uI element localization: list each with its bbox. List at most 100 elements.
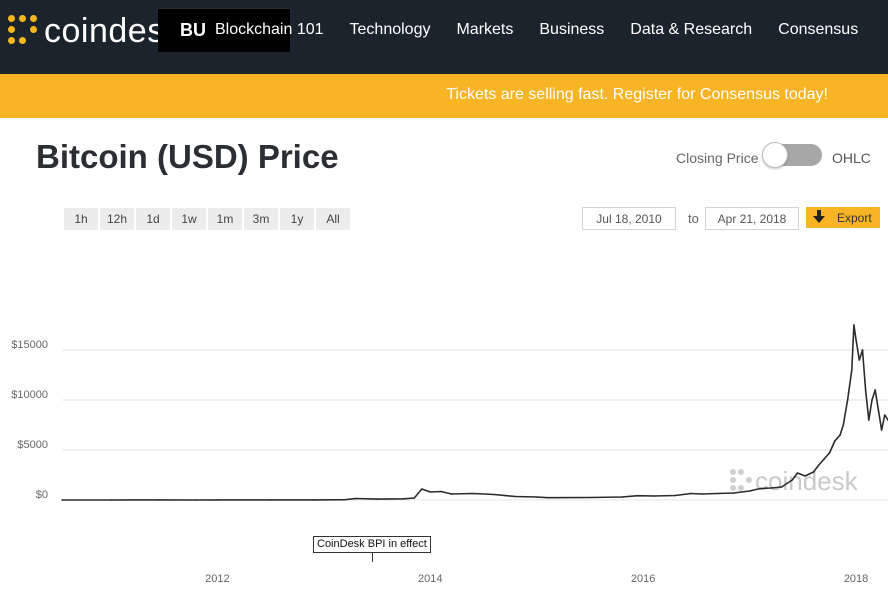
price-point <box>770 487 772 489</box>
nav-item-data-research[interactable]: Data & Research <box>630 21 753 38</box>
range-3m-button[interactable]: 3m <box>244 208 278 230</box>
export-button[interactable]: Export <box>806 207 880 228</box>
price-point <box>884 414 886 416</box>
site-logo[interactable]: coindes <box>0 0 164 74</box>
chart-mode-toggle[interactable] <box>762 142 822 168</box>
price-line <box>62 324 888 501</box>
price-point <box>674 494 676 497</box>
coindesk-watermark: coindesk <box>730 466 859 496</box>
logo-text: coindes <box>44 12 165 50</box>
promo-banner: Tickets are selling fast. Register for C… <box>0 74 888 118</box>
start-date-input[interactable] <box>582 207 676 230</box>
price-point <box>864 389 867 391</box>
range-all-button[interactable]: All <box>316 208 350 230</box>
price-point <box>759 487 762 490</box>
x-tick-label: 2012 <box>205 573 229 585</box>
nav-item-partial-label: BU <box>180 20 206 40</box>
nav-items: Blockchain 101 Technology Markets Busine… <box>215 0 884 60</box>
price-point <box>621 496 623 498</box>
price-point <box>796 472 799 474</box>
top-navigation: coindes BU Blockchain 101 Technology Mar… <box>0 0 888 74</box>
price-point <box>535 496 538 498</box>
nav-item-consensus[interactable]: Consensus <box>778 21 859 38</box>
price-point <box>61 499 63 501</box>
price-point <box>589 496 591 499</box>
x-tick-label: 2018 <box>844 573 868 585</box>
price-point <box>839 434 841 436</box>
price-point <box>871 399 873 401</box>
price-point <box>858 359 861 361</box>
price-point <box>851 369 853 371</box>
price-point <box>344 498 346 501</box>
x-tick-label: 2014 <box>418 573 442 585</box>
price-point <box>440 490 442 493</box>
date-range-to-label: to <box>688 211 699 226</box>
price-chart[interactable]: $0 $5000 $10000 $15000 2012 2014 2016 2018 coi… <box>0 230 888 589</box>
end-date-input[interactable] <box>705 207 799 230</box>
export-button-label: Export <box>837 211 872 225</box>
y-tick-label: $5000 <box>17 439 48 451</box>
price-point <box>880 429 883 431</box>
price-point <box>493 493 496 496</box>
price-point <box>853 324 855 326</box>
promo-banner-link[interactable]: Tickets are selling fast. Register for C… <box>446 86 828 103</box>
download-arrow-icon <box>813 210 825 223</box>
price-point <box>874 389 876 391</box>
price-point <box>791 479 793 481</box>
price-point <box>269 499 272 501</box>
range-1w-button[interactable]: 1w <box>172 208 206 230</box>
watermark-logo-icon <box>730 469 752 491</box>
price-point <box>700 493 703 495</box>
y-tick-label: $10000 <box>11 389 48 401</box>
x-tick-label: 2016 <box>631 573 655 585</box>
price-point <box>780 486 783 488</box>
price-point <box>110 499 112 501</box>
range-1y-button[interactable]: 1y <box>280 208 314 230</box>
price-point <box>472 492 474 495</box>
nav-item-markets[interactable]: Markets <box>456 21 514 38</box>
price-point <box>402 498 405 500</box>
y-tick-label: $15000 <box>11 339 48 351</box>
price-point <box>842 424 845 426</box>
price-point <box>690 492 692 495</box>
range-1m-button[interactable]: 1m <box>208 208 242 230</box>
price-point <box>868 419 870 421</box>
price-point <box>855 339 857 341</box>
price-point <box>846 399 849 401</box>
price-point <box>818 464 820 466</box>
price-point <box>716 492 719 495</box>
range-12h-button[interactable]: 12h <box>100 208 134 230</box>
price-point <box>823 458 825 460</box>
bpi-annotation-stem <box>372 553 373 562</box>
price-point <box>828 452 831 454</box>
nav-item-partial[interactable]: BU <box>158 8 290 52</box>
price-point <box>421 488 423 490</box>
y-tick-label: $0 <box>36 489 48 501</box>
bpi-annotation: CoinDesk BPI in effect <box>313 536 431 553</box>
price-point <box>546 496 549 499</box>
price-point <box>804 475 806 477</box>
range-1d-button[interactable]: 1d <box>136 208 170 230</box>
logo-mark-icon <box>8 15 38 45</box>
range-buttons: 1h 12h 1d 1w 1m 3m 1y All <box>64 208 352 230</box>
price-point <box>195 499 197 501</box>
closing-price-label[interactable]: Closing Price <box>676 150 759 166</box>
range-1h-button[interactable]: 1h <box>64 208 98 230</box>
price-point <box>355 497 357 500</box>
nav-item-business[interactable]: Business <box>539 21 605 38</box>
ohlc-label[interactable]: OHLC <box>832 150 871 166</box>
price-point <box>861 349 864 351</box>
price-point <box>450 493 453 495</box>
watermark-text: coindesk <box>755 466 859 496</box>
nav-item-blockchain-101[interactable]: Blockchain 101 <box>215 21 324 38</box>
price-point <box>748 490 751 492</box>
price-point <box>637 494 639 497</box>
price-point <box>834 440 836 442</box>
price-point <box>216 499 219 501</box>
price-point <box>413 497 416 499</box>
price-point <box>429 491 432 493</box>
toggle-knob <box>762 142 788 168</box>
nav-item-technology[interactable]: Technology <box>349 21 431 38</box>
price-point <box>812 471 815 473</box>
price-point <box>732 492 735 494</box>
